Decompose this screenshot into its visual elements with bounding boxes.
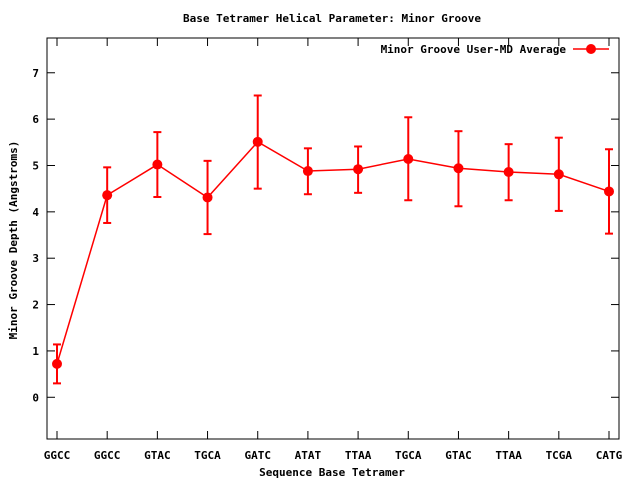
plot-frame [46, 37, 620, 440]
y-tick-label: 2 [32, 299, 39, 312]
y-axis: 0 1 2 3 4 5 6 7 [32, 67, 619, 404]
legend: Minor Groove User-MD Average [381, 43, 609, 56]
y-axis-label: Minor Groove Depth (Angstroms) [7, 141, 20, 340]
x-tick-label: ATAT [295, 449, 322, 462]
series-group [52, 94, 614, 385]
x-tick-label: GATC [244, 449, 271, 462]
legend-marker [586, 44, 596, 54]
y-tick-label: 3 [32, 252, 39, 265]
x-tick-label: CATG [596, 449, 623, 462]
data-point [152, 159, 163, 170]
x-tick-label: TGCA [194, 449, 221, 462]
x-axis: GGCC GGCC GTAC TGCA GATC ATAT TTAA TGCA GTAC TTAA… [44, 38, 623, 462]
data-point [252, 136, 263, 147]
y-tick-label: 7 [32, 67, 39, 80]
data-point [553, 169, 564, 180]
x-tick-label: GGCC [44, 449, 71, 462]
data-point [604, 186, 614, 197]
data-point [202, 192, 213, 203]
data-point [302, 166, 313, 177]
chart-title: Base Tetramer Helical Parameter: Minor G… [183, 12, 481, 25]
y-tick-label: 1 [32, 345, 39, 358]
y-tick-label: 0 [32, 391, 39, 404]
x-axis-label: Sequence Base Tetramer [259, 466, 405, 479]
data-point [102, 190, 113, 201]
x-tick-label: TTAA [345, 449, 372, 462]
x-tick-label: GTAC [144, 449, 171, 462]
data-point [52, 358, 62, 369]
x-tick-label: TCGA [546, 449, 573, 462]
x-tick-label: TTAA [495, 449, 522, 462]
y-tick-label: 6 [32, 113, 39, 126]
y-tick-label: 4 [32, 206, 39, 219]
series-line [56, 140, 610, 365]
x-tick-label: TGCA [395, 449, 422, 462]
data-point [503, 166, 514, 177]
x-tick-label: GGCC [94, 449, 121, 462]
data-point [453, 163, 464, 174]
y-tick-label: 5 [32, 159, 39, 172]
x-tick-label: GTAC [445, 449, 472, 462]
data-point [403, 153, 414, 164]
legend-label: Minor Groove User-MD Average [381, 43, 567, 56]
data-point [353, 164, 364, 175]
